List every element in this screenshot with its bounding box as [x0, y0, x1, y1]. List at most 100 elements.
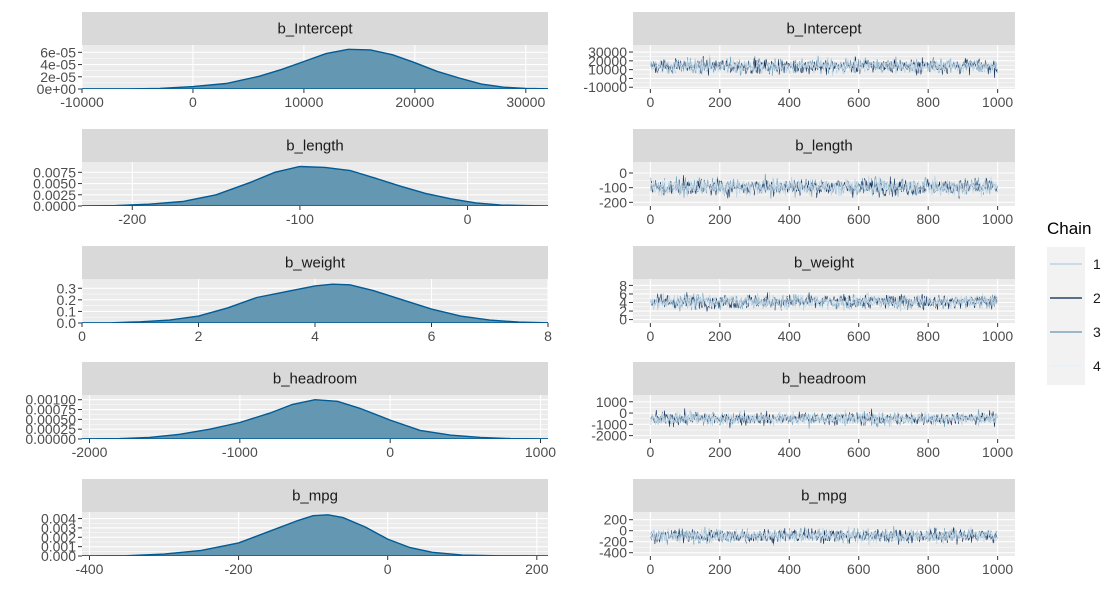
x-tick-label: 600: [847, 561, 871, 577]
trace-chain-4: [650, 526, 998, 546]
trace-chain-1: [650, 175, 998, 198]
strip-b_weight: [82, 246, 548, 279]
y-tick-label: 0: [619, 312, 627, 328]
y-tick-label: -2000: [591, 428, 627, 444]
y-tick-label: 0.00050: [25, 411, 76, 427]
y-tick-label: -1000: [591, 416, 627, 432]
y-tick-label: 6e-05: [40, 44, 76, 60]
strip-label: b_Intercept: [786, 21, 862, 38]
x-tick-label: 200: [708, 561, 732, 577]
x-tick-label: 600: [847, 94, 871, 110]
y-tick-label: 20000: [588, 53, 627, 69]
panel-b_Intercept-area: b_Intercept -10000 0 10000 20000 30000 0e+002e…: [37, 12, 548, 110]
strip-label: b_weight: [794, 255, 855, 272]
strip-label: b_mpg: [801, 488, 847, 505]
x-tick-label: 600: [847, 328, 871, 344]
y-tick-label: 0.000: [41, 548, 76, 564]
y-tick-label: 0.3: [57, 280, 77, 296]
x-tick-label: -400: [75, 561, 103, 577]
y-tick-label: -10000: [583, 79, 627, 95]
y-tick-label: 6: [619, 286, 627, 302]
x-tick-label: 30000: [506, 94, 545, 110]
y-tick-label: -200: [599, 534, 627, 550]
strip-label: b_length: [795, 138, 853, 155]
legend-label-4: 4: [1093, 358, 1101, 374]
x-tick-label: -1000: [222, 444, 258, 460]
x-tick-label: 400: [778, 561, 802, 577]
strip-b_Intercept: [82, 12, 548, 45]
panel-grid: b_Intercept-10000 0 10000 20000 300000e+002e…: [25, 12, 1015, 577]
y-tick-label: 0.00075: [25, 402, 76, 418]
y-tick-label: -400: [599, 545, 627, 561]
x-tick-label: 0: [646, 328, 654, 344]
y-tick-label: 0.0075: [33, 164, 76, 180]
strip-b_length: [82, 129, 548, 162]
density-line: [82, 165, 548, 206]
y-tick-label: 0.001: [41, 539, 76, 555]
data-marks: [82, 514, 548, 556]
x-tick-label: 4: [311, 328, 319, 344]
x-tick-label: 20000: [395, 94, 434, 110]
x-tick-label: 1000: [982, 328, 1013, 344]
x-tick-label: 400: [778, 328, 802, 344]
x-tick-label: 800: [917, 328, 941, 344]
trace-chain-1: [650, 526, 998, 546]
data-marks: [82, 398, 548, 439]
x-tick-label: 10000: [284, 94, 323, 110]
y-tick-label: 200: [604, 512, 628, 528]
y-tick-label: 0.00100: [25, 392, 76, 408]
x-tick-label: 800: [917, 561, 941, 577]
legend-label-3: 3: [1093, 324, 1101, 340]
x-tick-label: 800: [917, 444, 941, 460]
y-tick-label: 0.1: [57, 303, 77, 319]
strip-b_headroom: [82, 362, 548, 395]
x-tick-label: 0: [78, 328, 86, 344]
y-tick-label: 8: [619, 277, 627, 293]
x-tick-label: 1000: [982, 94, 1013, 110]
density-line: [82, 514, 548, 556]
y-tick-label: -200: [599, 194, 627, 210]
strip-label: b_weight: [285, 255, 346, 272]
data-marks: [650, 525, 998, 546]
y-tick-label: 30000: [588, 44, 627, 60]
x-tick-label: 0: [384, 561, 392, 577]
y-tick-label: 0.002: [41, 529, 76, 545]
x-tick-label: 400: [778, 94, 802, 110]
x-tick-label: 0: [646, 211, 654, 227]
x-tick-label: 200: [708, 211, 732, 227]
data-marks: [82, 283, 548, 323]
y-tick-label: 0.0: [57, 315, 77, 331]
trace-chain-1: [650, 409, 998, 428]
x-tick-label: 400: [778, 211, 802, 227]
x-tick-label: 800: [917, 94, 941, 110]
strip-b_mpg: [82, 479, 548, 512]
y-tick-label: 0: [619, 70, 627, 86]
x-tick-label: -100: [286, 211, 314, 227]
legend-title: Chain: [1047, 219, 1091, 238]
density-line: [82, 283, 548, 323]
trace-chain-1: [650, 54, 998, 76]
legend-label-1: 1: [1093, 256, 1101, 272]
density-area: [82, 49, 548, 89]
x-tick-label: 0: [464, 211, 472, 227]
x-tick-label: 200: [525, 561, 549, 577]
data-marks: [82, 48, 548, 89]
y-tick-label: 0.00025: [25, 421, 76, 437]
density-area: [82, 284, 548, 323]
data-marks: [650, 54, 998, 79]
panel-b_weight-area: b_weight 0 2 4 6 8 0.00.10.20.3: [57, 246, 552, 344]
x-tick-label: 200: [708, 94, 732, 110]
x-tick-label: 0: [646, 444, 654, 460]
y-tick-label: 0.004: [41, 511, 76, 527]
trace-chain-2: [650, 56, 998, 79]
y-tick-label: 2e-05: [40, 69, 76, 85]
data-marks: [650, 408, 998, 429]
strip-b_headroom: [633, 362, 1015, 395]
y-tick-label: 0.0000: [33, 198, 76, 214]
x-tick-label: 400: [778, 444, 802, 460]
y-tick-label: 0.2: [57, 292, 77, 308]
y-tick-label: 0: [619, 405, 627, 421]
